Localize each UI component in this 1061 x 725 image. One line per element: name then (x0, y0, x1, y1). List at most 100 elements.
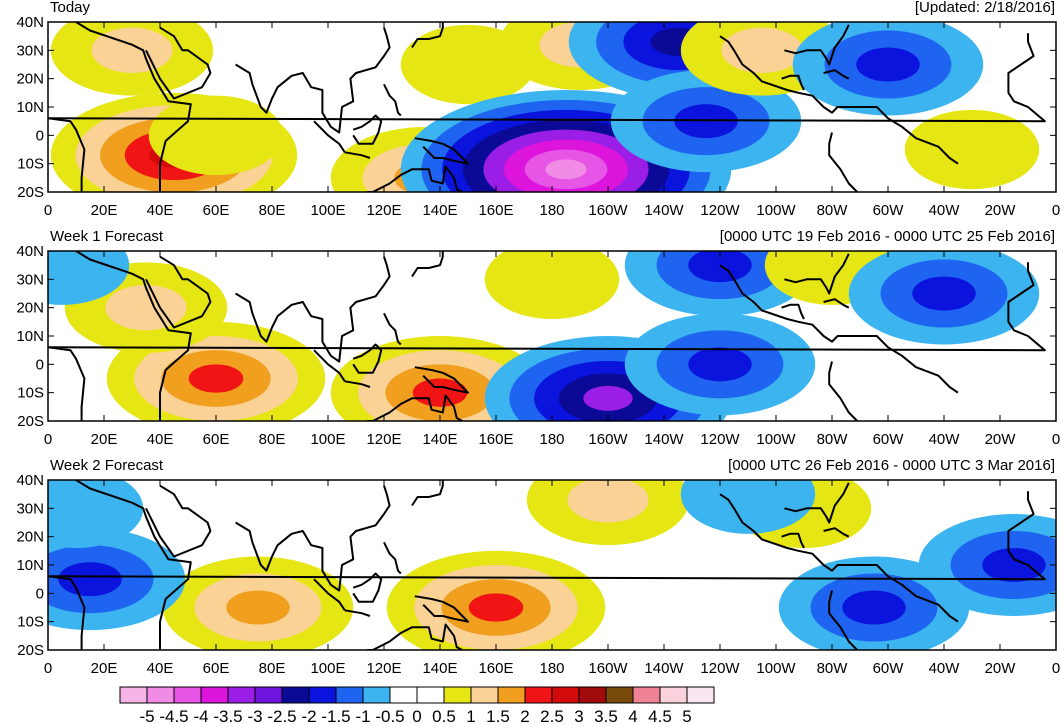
coastline (48, 575, 86, 650)
legend-label: -1 (355, 707, 370, 725)
coastline (784, 253, 850, 295)
coastline (828, 132, 858, 192)
lat-tick-label: 10N (16, 99, 44, 116)
coastline (235, 485, 391, 592)
legend-swatch (335, 686, 364, 704)
lon-tick-label: 60E (203, 660, 230, 677)
panel-title: Week 1 Forecast (50, 228, 164, 245)
positive-anomaly-contour (904, 109, 1040, 190)
lon-tick-label: 160W (588, 431, 628, 448)
lon-tick-label: 80W (817, 431, 849, 448)
legend-label: 5 (682, 707, 691, 725)
coastline (719, 264, 959, 394)
coastline (828, 361, 858, 421)
lon-tick-label: 20E (91, 660, 118, 677)
coastline (145, 484, 212, 558)
lon-tick-label: 120W (700, 431, 740, 448)
coastline (48, 491, 1046, 581)
lon-tick-label: 80E (259, 431, 286, 448)
coastline (344, 609, 371, 617)
legend-swatch (254, 686, 283, 704)
panel-subtitle: [Updated: 2/18/2016] (914, 0, 1055, 16)
legend-swatch (281, 686, 310, 704)
coastline (75, 22, 192, 192)
legend-swatch (119, 686, 148, 704)
coastline (383, 312, 402, 346)
coastline (75, 480, 192, 650)
legend-label: -2.5 (267, 707, 296, 725)
coastline (367, 623, 463, 650)
coastline (235, 27, 391, 134)
negative-anomaly-contour (58, 562, 122, 597)
positive-anomaly-contour (567, 480, 649, 523)
legend-swatch (551, 686, 580, 704)
lon-tick-label: 60W (873, 431, 905, 448)
coastline (383, 83, 402, 117)
lon-tick-label: 60W (873, 660, 905, 677)
lon-tick-label: 40W (929, 660, 961, 677)
panel-subtitle: [0000 UTC 19 Feb 2016 - 0000 UTC 25 Feb … (719, 228, 1055, 245)
legend-label: -4.5 (159, 707, 188, 725)
coastline (781, 532, 805, 549)
coastline (367, 165, 463, 192)
panel-title: Week 2 Forecast (50, 457, 164, 474)
legend-label: 3 (574, 707, 583, 725)
coastline (823, 527, 850, 538)
lat-tick-label: 0 (36, 127, 44, 144)
lon-tick-label: 40W (929, 202, 961, 219)
coastline (383, 541, 402, 575)
lat-tick-label: 40N (16, 472, 44, 489)
panel-title: Today (50, 0, 91, 16)
legend-label: -1.5 (321, 707, 350, 725)
negative-anomaly-contour (545, 159, 587, 180)
lon-tick-label: 20E (91, 431, 118, 448)
lon-tick-label: 160W (588, 660, 628, 677)
legend-label: 1.5 (486, 707, 510, 725)
legend-label: 2 (520, 707, 529, 725)
legend-swatch (416, 686, 445, 704)
lon-tick-label: 0 (1052, 202, 1060, 219)
legend-label: 2.5 (540, 707, 564, 725)
lon-tick-label: 180 (539, 202, 564, 219)
lon-tick-label: 120E (366, 431, 401, 448)
negative-anomaly-contour (842, 590, 906, 625)
lon-tick-label: 60W (873, 202, 905, 219)
lon-tick-label: 0 (44, 431, 52, 448)
panel-subtitle: [0000 UTC 26 Feb 2016 - 0000 UTC 3 Mar 2… (728, 457, 1055, 474)
lon-tick-label: 0 (44, 202, 52, 219)
lat-tick-label: 20N (16, 71, 44, 88)
lon-tick-label: 140E (422, 431, 457, 448)
lon-tick-label: 80E (259, 202, 286, 219)
lat-tick-label: 30N (16, 500, 44, 517)
legend-label: 4.5 (648, 707, 672, 725)
legend-swatch (686, 686, 715, 704)
coastline (313, 349, 346, 382)
legend-label: -3 (247, 707, 262, 725)
lon-tick-label: 0 (44, 660, 52, 677)
coastline (414, 137, 469, 165)
lon-tick-label: 80E (259, 660, 286, 677)
legend-swatch (173, 686, 202, 704)
lon-tick-label: 0 (1052, 431, 1060, 448)
legend-swatch (146, 686, 175, 704)
lon-tick-label: 140E (422, 202, 457, 219)
coastline (823, 69, 850, 80)
lon-tick-label: 0 (1052, 660, 1060, 677)
coastline (352, 114, 383, 145)
negative-anomaly-contour (688, 251, 752, 283)
coastline (352, 343, 383, 374)
legend-label: 1 (466, 707, 475, 725)
coastline (313, 120, 346, 153)
coastline (145, 26, 212, 100)
lon-tick-label: 180 (539, 431, 564, 448)
negative-anomaly-contour (856, 47, 920, 82)
lat-tick-label: 40N (16, 14, 44, 31)
negative-anomaly-contour (680, 480, 816, 534)
lat-tick-label: 20S (17, 184, 44, 201)
negative-anomaly-contour (688, 347, 752, 382)
positive-anomaly-contour (226, 590, 290, 625)
legend-label: 4 (628, 707, 637, 725)
lon-tick-label: 120W (700, 202, 740, 219)
lon-tick-label: 20E (91, 202, 118, 219)
coastline (367, 394, 463, 421)
